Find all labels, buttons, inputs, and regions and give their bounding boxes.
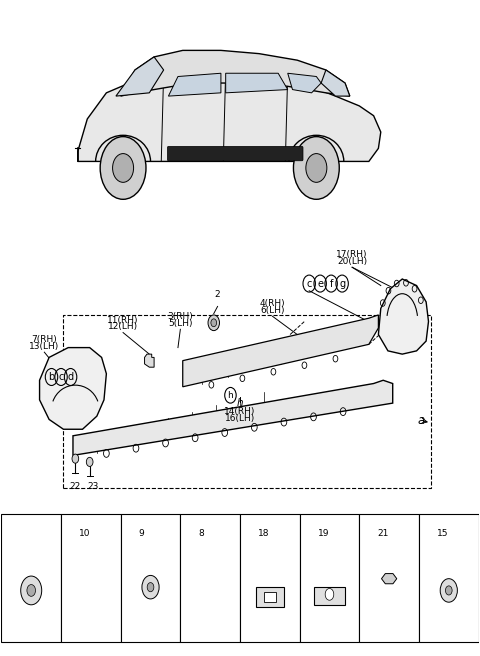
Circle shape bbox=[100, 136, 146, 199]
Text: 13(LH): 13(LH) bbox=[29, 342, 60, 351]
Text: a: a bbox=[418, 414, 425, 427]
Text: 3(RH): 3(RH) bbox=[168, 312, 193, 321]
Circle shape bbox=[208, 315, 219, 331]
Polygon shape bbox=[226, 73, 288, 93]
Circle shape bbox=[440, 579, 457, 602]
Circle shape bbox=[445, 586, 452, 595]
Text: 23: 23 bbox=[87, 482, 99, 491]
Text: f: f bbox=[329, 279, 333, 289]
Text: 20(LH): 20(LH) bbox=[337, 257, 367, 266]
Bar bbox=[61, 514, 120, 642]
Text: e: e bbox=[246, 529, 251, 538]
Circle shape bbox=[211, 319, 216, 327]
Text: 11(RH): 11(RH) bbox=[108, 316, 139, 325]
Text: h: h bbox=[425, 529, 430, 538]
Text: g: g bbox=[339, 279, 345, 289]
Circle shape bbox=[325, 588, 334, 600]
Bar bbox=[180, 514, 240, 642]
Text: 9: 9 bbox=[139, 529, 144, 538]
Bar bbox=[264, 592, 276, 602]
Text: 17(RH): 17(RH) bbox=[336, 251, 368, 259]
FancyBboxPatch shape bbox=[168, 146, 303, 161]
Text: 16(LH): 16(LH) bbox=[225, 414, 255, 422]
Text: c: c bbox=[59, 372, 64, 382]
Text: e: e bbox=[317, 279, 323, 289]
Text: g: g bbox=[365, 529, 371, 538]
Text: 7(RH): 7(RH) bbox=[32, 335, 57, 344]
Polygon shape bbox=[382, 573, 397, 584]
Bar bbox=[314, 586, 345, 605]
Circle shape bbox=[21, 576, 42, 605]
Circle shape bbox=[142, 575, 159, 599]
Polygon shape bbox=[73, 380, 393, 455]
Text: 8: 8 bbox=[199, 529, 204, 538]
Polygon shape bbox=[116, 57, 164, 96]
Polygon shape bbox=[168, 73, 221, 96]
Bar bbox=[120, 514, 180, 642]
Bar bbox=[300, 514, 360, 642]
Circle shape bbox=[72, 454, 79, 463]
Text: b: b bbox=[67, 529, 72, 538]
Polygon shape bbox=[78, 70, 381, 161]
Circle shape bbox=[293, 136, 339, 199]
Circle shape bbox=[27, 584, 36, 596]
Text: 6(LH): 6(LH) bbox=[260, 306, 285, 315]
Polygon shape bbox=[321, 70, 350, 96]
Text: 4(RH): 4(RH) bbox=[260, 299, 285, 308]
Polygon shape bbox=[120, 51, 350, 96]
Text: 12(LH): 12(LH) bbox=[108, 322, 138, 331]
Text: 2: 2 bbox=[215, 289, 220, 298]
Text: 15: 15 bbox=[437, 529, 449, 538]
Text: 14(RH): 14(RH) bbox=[224, 407, 256, 416]
Circle shape bbox=[86, 457, 93, 466]
Text: h: h bbox=[228, 391, 233, 400]
Bar bbox=[419, 514, 479, 642]
Circle shape bbox=[147, 583, 154, 592]
Text: h: h bbox=[237, 398, 243, 408]
Bar bbox=[1, 514, 61, 642]
Text: d: d bbox=[186, 529, 192, 538]
Circle shape bbox=[306, 154, 327, 182]
Text: 21: 21 bbox=[377, 529, 389, 538]
Circle shape bbox=[113, 154, 133, 182]
Text: d: d bbox=[68, 372, 73, 382]
Polygon shape bbox=[39, 348, 107, 429]
Bar bbox=[360, 514, 419, 642]
Text: 5(LH): 5(LH) bbox=[168, 319, 192, 328]
Text: c: c bbox=[307, 279, 312, 289]
Text: 22: 22 bbox=[70, 482, 81, 491]
Text: 18: 18 bbox=[258, 529, 270, 538]
Text: 19: 19 bbox=[318, 529, 329, 538]
Text: 10: 10 bbox=[79, 529, 91, 538]
Text: b: b bbox=[48, 372, 55, 382]
Polygon shape bbox=[183, 315, 378, 387]
Bar bbox=[240, 514, 300, 642]
Polygon shape bbox=[288, 73, 321, 93]
Polygon shape bbox=[378, 279, 429, 354]
Polygon shape bbox=[144, 354, 154, 367]
Text: f: f bbox=[307, 529, 310, 538]
Text: a: a bbox=[7, 529, 12, 538]
Text: c: c bbox=[127, 529, 132, 538]
Bar bbox=[255, 587, 284, 607]
